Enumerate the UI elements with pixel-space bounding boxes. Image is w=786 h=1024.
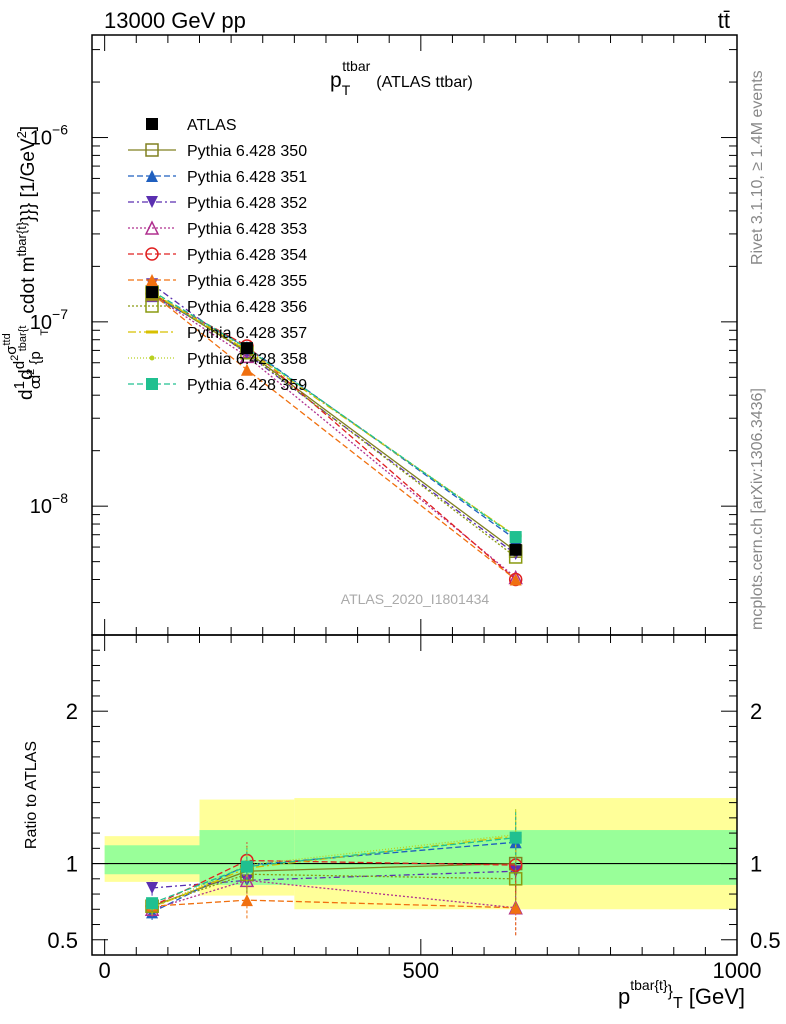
svg-text:d1σdd2σttdd2 {ptbar{tT cdot mt: d1σdd2σttdd2 {ptbar{t T cdot mtbar{t}}}} …	[1, 126, 51, 400]
ratio-line-series-3	[151, 879, 516, 910]
ratio-frame	[91, 634, 738, 956]
main-reference-layer	[146, 286, 522, 556]
ratio-x-axis: 0 500 1000	[99, 635, 762, 983]
legend-entry-9: Pythia 6.428 358	[128, 351, 307, 368]
ratio-x-tick-label-2: 1000	[713, 958, 762, 983]
process-label: tt̄	[718, 8, 730, 33]
main-line-series-8	[151, 292, 517, 537]
xlabel-sub: T	[673, 995, 683, 1012]
legend-label: Pythia 6.428 350	[187, 143, 307, 160]
ratio-line-series-4	[151, 859, 516, 907]
legend-marker	[146, 196, 158, 208]
ratio-panel: 0.5 0.5 1 1 2 2 0 500 1000 Ratio to ATLAS ptbar…	[23, 634, 781, 1012]
legend-marker	[144, 220, 160, 235]
ratio-point-series-9-2	[509, 831, 522, 844]
main-y-tick-label-1: 10−7	[30, 306, 68, 334]
ratio-y-tick-label-left-0: 0.5	[47, 928, 78, 953]
legend-entry-4: Pythia 6.428 353	[128, 220, 307, 238]
legend-marker	[145, 143, 159, 157]
legend-label: Pythia 6.428 358	[187, 351, 307, 368]
legend-marker	[146, 378, 158, 390]
legend: ATLAS Pythia 6.428 350 Pythia 6.428 351 Pyt…	[128, 117, 307, 394]
ratio-y-axis-label: Ratio to ATLAS	[23, 741, 40, 849]
legend-marker	[146, 118, 158, 130]
xlabel-unit: [GeV]	[689, 984, 745, 1009]
main-point-series-5-1	[240, 363, 253, 376]
main-line-series-3	[151, 294, 517, 579]
energy-label: 13000 GeV pp	[104, 8, 246, 33]
main-line-series-7	[151, 292, 517, 537]
main-y-axis-label: d1σdd2σttdd2 {ptbar{t T cdot mtbar{t}}}} …	[1, 126, 51, 400]
ratio-x-tick-label-0: 0	[99, 958, 111, 983]
ratio-band-green-0	[104, 845, 200, 875]
legend-entry-2: Pythia 6.428 351	[128, 169, 307, 186]
main-point-atlas-1	[240, 342, 253, 355]
legend-label: Pythia 6.428 359	[187, 377, 307, 394]
title-sup: ttbar	[342, 58, 370, 74]
ratio-x-tick-label-1: 500	[402, 958, 439, 983]
ratio-y-tick-label-right-1: 1	[750, 852, 762, 877]
xlabel-main: p	[618, 984, 630, 1009]
legend-marker	[145, 299, 159, 313]
main-line-series-1	[151, 295, 517, 540]
legend-label: Pythia 6.428 356	[187, 299, 307, 316]
legend-marker	[146, 170, 158, 182]
legend-marker	[149, 355, 155, 361]
ratio-point-series-9-1	[240, 860, 253, 873]
legend-entry-6: Pythia 6.428 355	[128, 273, 307, 290]
main-point-atlas-2	[509, 543, 522, 556]
legend-label: Pythia 6.428 352	[187, 195, 307, 212]
ratio-point-series-5-2	[509, 901, 522, 914]
legend-entry-3: Pythia 6.428 352	[128, 195, 307, 212]
rivet-version-label: Rivet 3.1.10, ≥ 1.4M events	[749, 70, 766, 265]
mcplots-source-label: mcplots.cern.ch [arXiv:1306.3436]	[749, 388, 766, 630]
main-y-tick-label-2: 10−6	[30, 122, 68, 150]
main-panel: 10−8 10−7 10−6 pTttbar (ATLAS ttbar) ATLAS_…	[1, 34, 738, 636]
legend-marker	[145, 247, 159, 261]
legend-entry-0: ATLAS	[146, 117, 237, 134]
main-y-axis: 10−8 10−7 10−6	[30, 49, 737, 636]
main-y-tick-label-0: 10−8	[30, 490, 68, 518]
legend-entry-8: Pythia 6.428 357	[128, 325, 307, 342]
ratio-point-series-6-2	[508, 872, 523, 886]
title-main: p	[330, 69, 342, 92]
legend-entry-10: Pythia 6.428 359	[128, 377, 307, 394]
ratio-x-axis-label: ptbar{t}}T [GeV]	[618, 977, 745, 1012]
ratio-series-layer	[144, 807, 523, 936]
plot-title: pTttbar (ATLAS ttbar)	[330, 58, 473, 98]
legend-entry-5: Pythia 6.428 354	[128, 247, 307, 264]
legend-marker	[146, 274, 158, 286]
xlabel-mid: }	[668, 983, 674, 1000]
legend-marker	[146, 330, 158, 334]
ratio-line-series-2	[152, 870, 516, 889]
legend-label: Pythia 6.428 357	[187, 325, 307, 342]
main-point-series-9-2	[509, 531, 522, 544]
legend-label: Pythia 6.428 354	[187, 247, 307, 264]
legend-label: ATLAS	[187, 117, 237, 134]
xlabel-sup: tbar{t}	[630, 977, 668, 993]
ratio-y-tick-label-right-2: 2	[750, 699, 762, 724]
title-rest: (ATLAS ttbar)	[376, 74, 473, 91]
main-point-series-3-1	[239, 348, 255, 364]
ratio-y-tick-label-left-1: 1	[66, 852, 78, 877]
legend-entry-7: Pythia 6.428 356	[128, 299, 307, 316]
legend-label: Pythia 6.428 353	[187, 221, 307, 238]
ratio-point-series-5-1	[240, 894, 253, 907]
main-point-atlas-0	[146, 286, 159, 299]
ratio-y-tick-label-right-0: 0.5	[750, 928, 781, 953]
ratio-point-series-9-0	[146, 897, 159, 910]
main-x-ticks	[104, 35, 738, 635]
ratio-point-series-2-0	[146, 881, 159, 894]
ratio-y-axis: 0.5 0.5 1 1 2 2	[47, 634, 781, 956]
legend-label: Pythia 6.428 355	[187, 273, 307, 290]
main-point-series-5-2	[509, 573, 522, 586]
ratio-y-tick-label-left-2: 2	[66, 699, 78, 724]
title-sub: T	[342, 82, 351, 98]
analysis-watermark: ATLAS_2020_I1801434	[341, 591, 490, 607]
legend-entry-1: Pythia 6.428 350	[128, 143, 307, 160]
legend-label: Pythia 6.428 351	[187, 169, 307, 186]
